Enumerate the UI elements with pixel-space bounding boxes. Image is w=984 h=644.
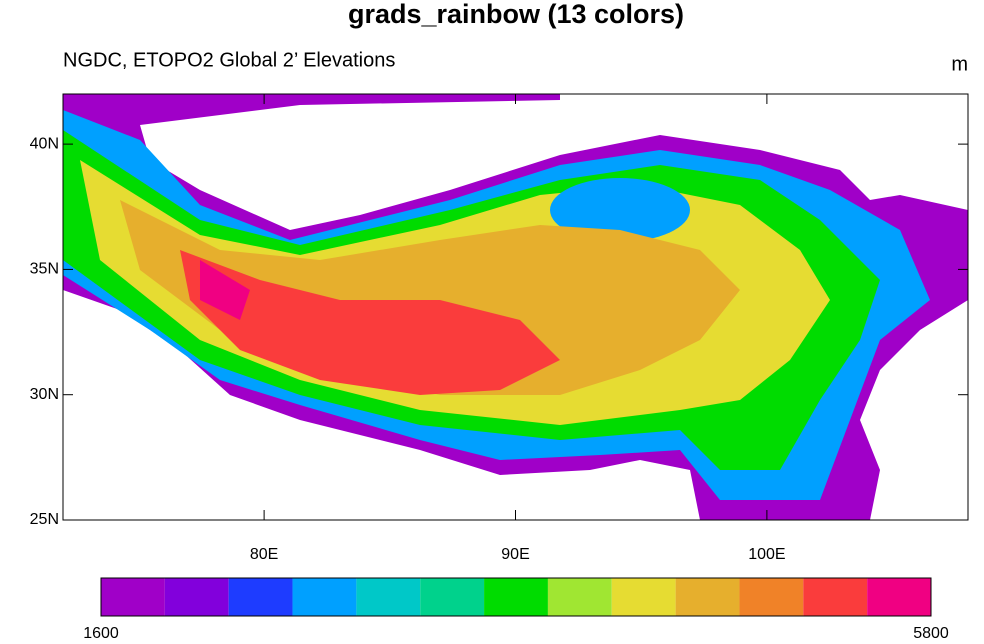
ticks: 80E 90E 100E 25N 30N 35N 40N <box>30 94 968 563</box>
terrain <box>63 94 968 520</box>
colorbar-frame <box>100 577 932 617</box>
terrain-band <box>200 260 250 320</box>
y-tick-label: 35N <box>30 261 59 278</box>
colorbar-box <box>292 578 357 616</box>
colorbar-box <box>484 578 548 616</box>
colorbar-box <box>101 578 165 616</box>
colorbar <box>100 577 932 617</box>
colorbar-box <box>611 578 676 616</box>
x-tick-label: 90E <box>501 546 529 563</box>
colorbar-max: 5800 <box>913 625 949 642</box>
colorbar-box <box>164 578 229 616</box>
title: grads_rainbow (13 colors) <box>348 0 684 29</box>
colorbar-box <box>228 578 293 616</box>
colorbar-box <box>420 578 485 616</box>
subtitle: NGDC, ETOPO2 Global 2’ Elevations <box>63 49 395 71</box>
colorbar-box <box>675 578 740 616</box>
terrain-band <box>550 178 690 242</box>
units: m <box>951 53 968 75</box>
colorbar-box <box>547 578 612 616</box>
colorbar-box <box>803 578 868 616</box>
y-tick-label: 25N <box>30 511 59 528</box>
colorbar-box <box>356 578 421 616</box>
x-tick-label: 100E <box>748 546 785 563</box>
y-tick-label: 40N <box>30 135 59 152</box>
terrain-band <box>180 250 560 395</box>
colorbar-box <box>867 578 931 616</box>
y-tick-label: 30N <box>30 386 59 403</box>
colorbar-box <box>739 578 804 616</box>
colorbar-min: 1600 <box>83 625 119 642</box>
x-tick-label: 80E <box>250 546 278 563</box>
